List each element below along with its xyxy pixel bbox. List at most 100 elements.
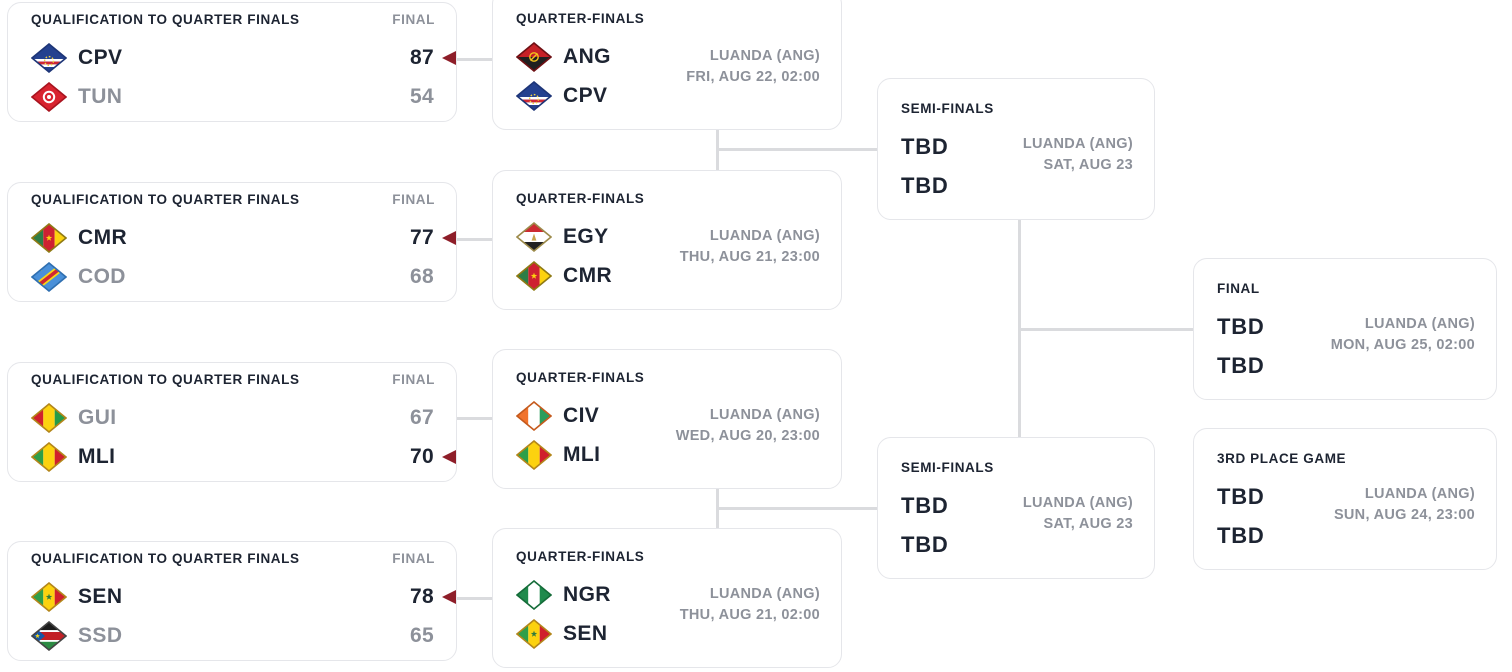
- match-card-quarterfinal-2[interactable]: QUARTER-FINALS EGY CMR LUANDA (ANG) THU, AUG…: [492, 170, 842, 310]
- teams-column: ANG CPV: [493, 37, 841, 115]
- team-code: COD: [78, 264, 126, 288]
- venue-info: LUANDA (ANG) FRI, AUG 22, 02:00: [686, 46, 820, 88]
- venue-name: LUANDA (ANG): [709, 407, 820, 423]
- teams-column: CMR 77 COD 68: [8, 218, 456, 296]
- card-title: 3RD PLACE GAME: [1217, 451, 1347, 466]
- match-card-final[interactable]: FINAL TBD TBD LUANDA (ANG) MON, AUG 25, 02:0…: [1193, 258, 1497, 400]
- card-title: QUARTER-FINALS: [516, 11, 645, 26]
- team-row[interactable]: SEN 78: [8, 577, 456, 616]
- team-code: CMR: [78, 225, 128, 249]
- venue-info: LUANDA (ANG) SAT, AUG 23: [1023, 134, 1133, 176]
- team-row[interactable]: CPV 87: [8, 38, 456, 77]
- teams-column: NGR SEN: [493, 575, 841, 653]
- venue-name: LUANDA (ANG): [709, 228, 820, 244]
- teams-column: TBD TBD: [1194, 307, 1496, 385]
- team-code: NGR: [563, 582, 611, 606]
- teams-column: CPV 87 TUN 54: [8, 38, 456, 116]
- match-card-third-place[interactable]: 3RD PLACE GAME TBD TBD LUANDA (ANG) SUN, AUG…: [1193, 428, 1497, 570]
- flag-cpv-icon: [516, 81, 552, 111]
- team-code: MLI: [78, 444, 116, 468]
- match-card-qualification-1[interactable]: QUALIFICATION TO QUARTER FINALS FINAL CPV 8…: [7, 2, 457, 122]
- card-title: FINAL: [1217, 281, 1260, 296]
- card-header: SEMI-FINALS: [878, 101, 1154, 116]
- match-datetime: THU, AUG 21, 23:00: [679, 249, 820, 265]
- match-card-qualification-2[interactable]: QUALIFICATION TO QUARTER FINALS FINAL CMR 7…: [7, 182, 457, 302]
- flag-mli-icon: [31, 442, 67, 472]
- team-row[interactable]: EGY: [493, 217, 841, 256]
- flag-cmr-icon: [516, 261, 552, 291]
- team-row[interactable]: CIV: [493, 396, 841, 435]
- card-header: FINAL: [1194, 281, 1496, 296]
- venue-info: LUANDA (ANG) SUN, AUG 24, 23:00: [1334, 484, 1475, 526]
- team-code: EGY: [563, 224, 609, 248]
- teams-column: EGY CMR: [493, 217, 841, 295]
- card-header: QUARTER-FINALS: [493, 370, 841, 385]
- flag-tun-icon: [31, 82, 67, 112]
- team-row[interactable]: TBD: [878, 127, 1154, 166]
- team-row[interactable]: SEN: [493, 614, 841, 653]
- team-code: CIV: [563, 403, 600, 427]
- team-code: TBD: [1217, 522, 1265, 548]
- team-row[interactable]: TUN 54: [8, 77, 456, 116]
- flag-mli-icon: [516, 440, 552, 470]
- connector-line: [716, 507, 877, 510]
- flag-cmr-icon: [31, 223, 67, 253]
- team-row[interactable]: CMR: [493, 256, 841, 295]
- team-row[interactable]: TBD: [878, 166, 1154, 205]
- match-card-qualification-4[interactable]: QUALIFICATION TO QUARTER FINALS FINAL SEN 7…: [7, 541, 457, 661]
- venue-info: LUANDA (ANG) MON, AUG 25, 02:00: [1331, 314, 1475, 356]
- winner-arrow-icon: [442, 589, 456, 604]
- team-row[interactable]: CMR 77: [8, 218, 456, 257]
- team-row[interactable]: GUI 67: [8, 398, 456, 437]
- flag-civ-icon: [516, 401, 552, 431]
- card-title: QUALIFICATION TO QUARTER FINALS: [31, 372, 300, 387]
- flag-cpv-icon: [31, 43, 67, 73]
- team-score: 54: [410, 84, 434, 108]
- team-row[interactable]: SSD 65: [8, 616, 456, 655]
- venue-name: LUANDA (ANG): [709, 48, 820, 64]
- flag-egy-icon: [516, 222, 552, 252]
- team-code: ANG: [563, 44, 611, 68]
- connector-line: [1018, 328, 1193, 331]
- card-header: QUALIFICATION TO QUARTER FINALS FINAL: [8, 372, 456, 387]
- connector-line: [455, 417, 493, 420]
- match-datetime: SAT, AUG 23: [1043, 516, 1133, 532]
- team-row[interactable]: TBD: [1194, 346, 1496, 385]
- card-title: QUARTER-FINALS: [516, 191, 645, 206]
- match-card-semifinal-1[interactable]: SEMI-FINALS TBD TBD LUANDA (ANG) SAT, AUG 23: [877, 78, 1155, 220]
- match-datetime: WED, AUG 20, 23:00: [675, 428, 820, 444]
- match-card-semifinal-2[interactable]: SEMI-FINALS TBD TBD LUANDA (ANG) SAT, AUG 23: [877, 437, 1155, 579]
- match-card-quarterfinal-3[interactable]: QUARTER-FINALS CIV MLI LUANDA (ANG) WED, AUG…: [492, 349, 842, 489]
- teams-column: SEN 78 SSD 65: [8, 577, 456, 655]
- team-code: MLI: [563, 442, 601, 466]
- card-title: QUARTER-FINALS: [516, 549, 645, 564]
- match-card-quarterfinal-4[interactable]: QUARTER-FINALS NGR SEN LUANDA (ANG) THU, AUG…: [492, 528, 842, 668]
- card-title: QUALIFICATION TO QUARTER FINALS: [31, 12, 300, 27]
- team-score: 78: [410, 584, 434, 608]
- team-row[interactable]: CPV: [493, 76, 841, 115]
- team-row[interactable]: ANG: [493, 37, 841, 76]
- team-row[interactable]: NGR: [493, 575, 841, 614]
- flag-sen-icon: [516, 619, 552, 649]
- team-row[interactable]: COD 68: [8, 257, 456, 296]
- team-row[interactable]: TBD: [878, 486, 1154, 525]
- team-row[interactable]: TBD: [1194, 307, 1496, 346]
- team-score: 68: [410, 264, 434, 288]
- team-row[interactable]: TBD: [1194, 477, 1496, 516]
- team-row[interactable]: MLI: [493, 435, 841, 474]
- venue-name: LUANDA (ANG): [1022, 495, 1133, 511]
- match-card-qualification-3[interactable]: QUALIFICATION TO QUARTER FINALS FINAL GUI 6…: [7, 362, 457, 482]
- team-code: TBD: [901, 133, 949, 159]
- team-score: 70: [410, 444, 434, 468]
- team-row[interactable]: MLI 70: [8, 437, 456, 476]
- card-header: SEMI-FINALS: [878, 460, 1154, 475]
- match-card-quarterfinal-1[interactable]: QUARTER-FINALS ANG CPV LUANDA (ANG) FRI, AUG…: [492, 0, 842, 130]
- card-header: QUALIFICATION TO QUARTER FINALS FINAL: [8, 12, 456, 27]
- flag-gui-icon: [31, 403, 67, 433]
- team-code: TBD: [901, 492, 949, 518]
- team-row[interactable]: TBD: [878, 525, 1154, 564]
- team-code: CMR: [563, 263, 613, 287]
- team-row[interactable]: TBD: [1194, 516, 1496, 555]
- card-header: QUARTER-FINALS: [493, 549, 841, 564]
- team-code: TUN: [78, 84, 123, 108]
